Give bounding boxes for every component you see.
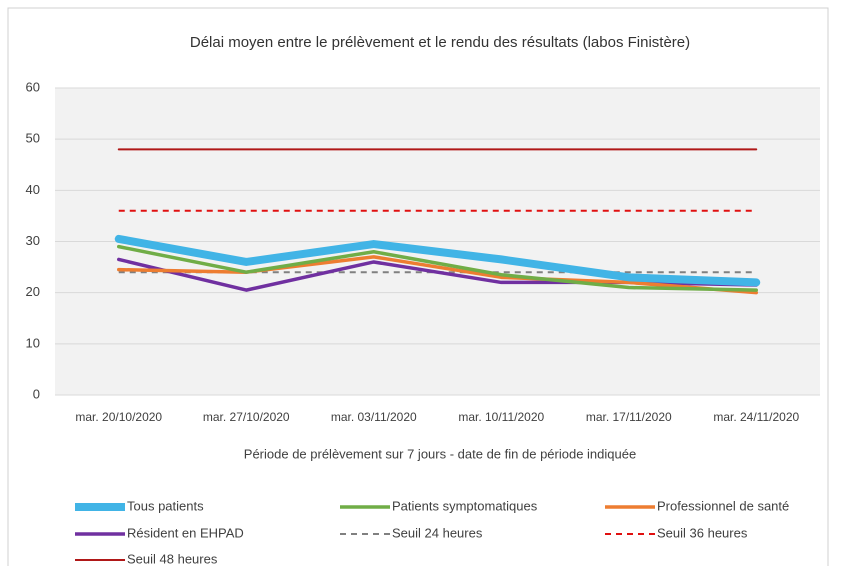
y-tick-label: 30 [26,233,40,248]
y-tick-label: 20 [26,284,40,299]
y-tick-label: 0 [33,386,40,401]
y-tick-label: 10 [26,335,40,350]
x-tick-label: mar. 03/11/2020 [331,410,417,424]
legend-label: Patients symptomatiques [392,498,538,513]
y-tick-label: 50 [26,131,40,146]
x-tick-label: mar. 24/11/2020 [713,410,799,424]
x-tick-label: mar. 27/10/2020 [203,410,290,424]
legend-label: Professionnel de santé [657,498,789,513]
x-tick-label: mar. 10/11/2020 [458,410,544,424]
legend-label: Seuil 36 heures [657,525,748,540]
x-tick-label: mar. 17/11/2020 [586,410,672,424]
series-line [114,234,761,287]
y-tick-label: 40 [26,182,40,197]
series-line [117,255,758,295]
legend-label: Seuil 48 heures [127,551,218,566]
x-tick-label: mar. 20/10/2020 [75,410,162,424]
legend-label: Seuil 24 heures [392,525,483,540]
x-axis-title: Période de prélèvement sur 7 jours - dat… [244,446,636,461]
chart-title: Délai moyen entre le prélèvement et le r… [190,34,690,51]
legend-label: Tous patients [127,498,204,513]
y-tick-label: 60 [26,79,40,94]
legend-label: Résident en EHPAD [127,525,244,540]
series-line [117,244,758,292]
